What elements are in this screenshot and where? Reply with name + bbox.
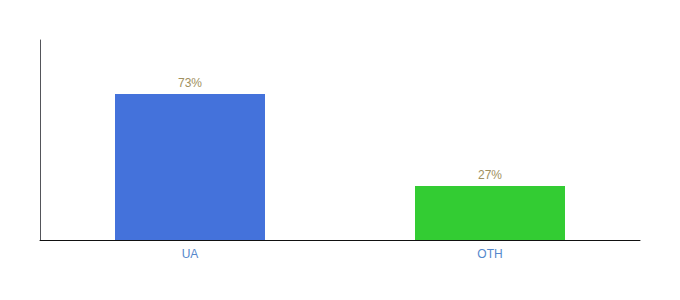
svg-text:73%: 73% — [178, 76, 202, 90]
svg-text:UA: UA — [182, 247, 199, 261]
svg-text:27%: 27% — [478, 168, 502, 182]
svg-text:OTH: OTH — [477, 247, 502, 261]
